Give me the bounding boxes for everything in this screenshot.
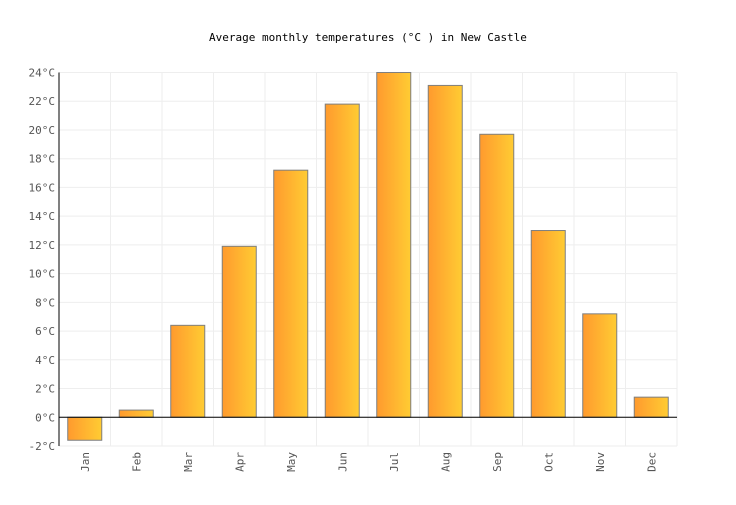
bar-may bbox=[273, 169, 309, 418]
bar-dec bbox=[633, 396, 669, 418]
y-tick-label: 24°C bbox=[29, 67, 56, 80]
y-tick-label: 20°C bbox=[29, 124, 56, 137]
y-tick-label: 12°C bbox=[29, 239, 56, 252]
x-tick-label: Apr bbox=[233, 452, 246, 472]
bar-jul bbox=[376, 72, 412, 418]
bar-feb bbox=[118, 409, 154, 418]
y-tick-label: 8°C bbox=[35, 296, 55, 309]
x-tick-label: Jan bbox=[79, 452, 92, 472]
x-tick-label: Oct bbox=[542, 452, 555, 472]
y-tick-label: 10°C bbox=[29, 268, 56, 281]
bar-sep bbox=[479, 133, 515, 418]
bar-jan bbox=[67, 416, 103, 441]
x-tick-label: Jun bbox=[336, 452, 349, 472]
x-tick-label: Aug bbox=[439, 452, 452, 472]
bar-jun bbox=[324, 103, 360, 418]
bar-oct bbox=[530, 230, 566, 418]
y-tick-label: 22°C bbox=[29, 95, 56, 108]
chart-title: Average monthly temperatures (°C ) in Ne… bbox=[209, 31, 527, 44]
y-tick-label: 18°C bbox=[29, 153, 56, 166]
y-tick-label: -2°C bbox=[29, 440, 56, 453]
bar-mar bbox=[170, 324, 206, 418]
x-tick-label: Dec bbox=[645, 452, 658, 472]
y-tick-label: 14°C bbox=[29, 210, 56, 223]
x-tick-label: Nov bbox=[594, 452, 607, 472]
x-tick-label: Jul bbox=[388, 452, 401, 472]
y-tick-label: 6°C bbox=[35, 325, 55, 338]
x-tick-label: May bbox=[285, 452, 298, 472]
y-tick-label: 2°C bbox=[35, 383, 55, 396]
bar-nov bbox=[582, 313, 618, 418]
y-tick-label: 0°C bbox=[35, 411, 55, 424]
y-tick-label: 4°C bbox=[35, 354, 55, 367]
x-tick-label: Mar bbox=[182, 452, 195, 472]
y-tick-label: 16°C bbox=[29, 181, 56, 194]
bar-apr bbox=[221, 245, 257, 418]
x-tick-label: Sep bbox=[491, 452, 504, 472]
x-tick-label: Feb bbox=[130, 452, 143, 472]
bar-aug bbox=[427, 84, 463, 418]
